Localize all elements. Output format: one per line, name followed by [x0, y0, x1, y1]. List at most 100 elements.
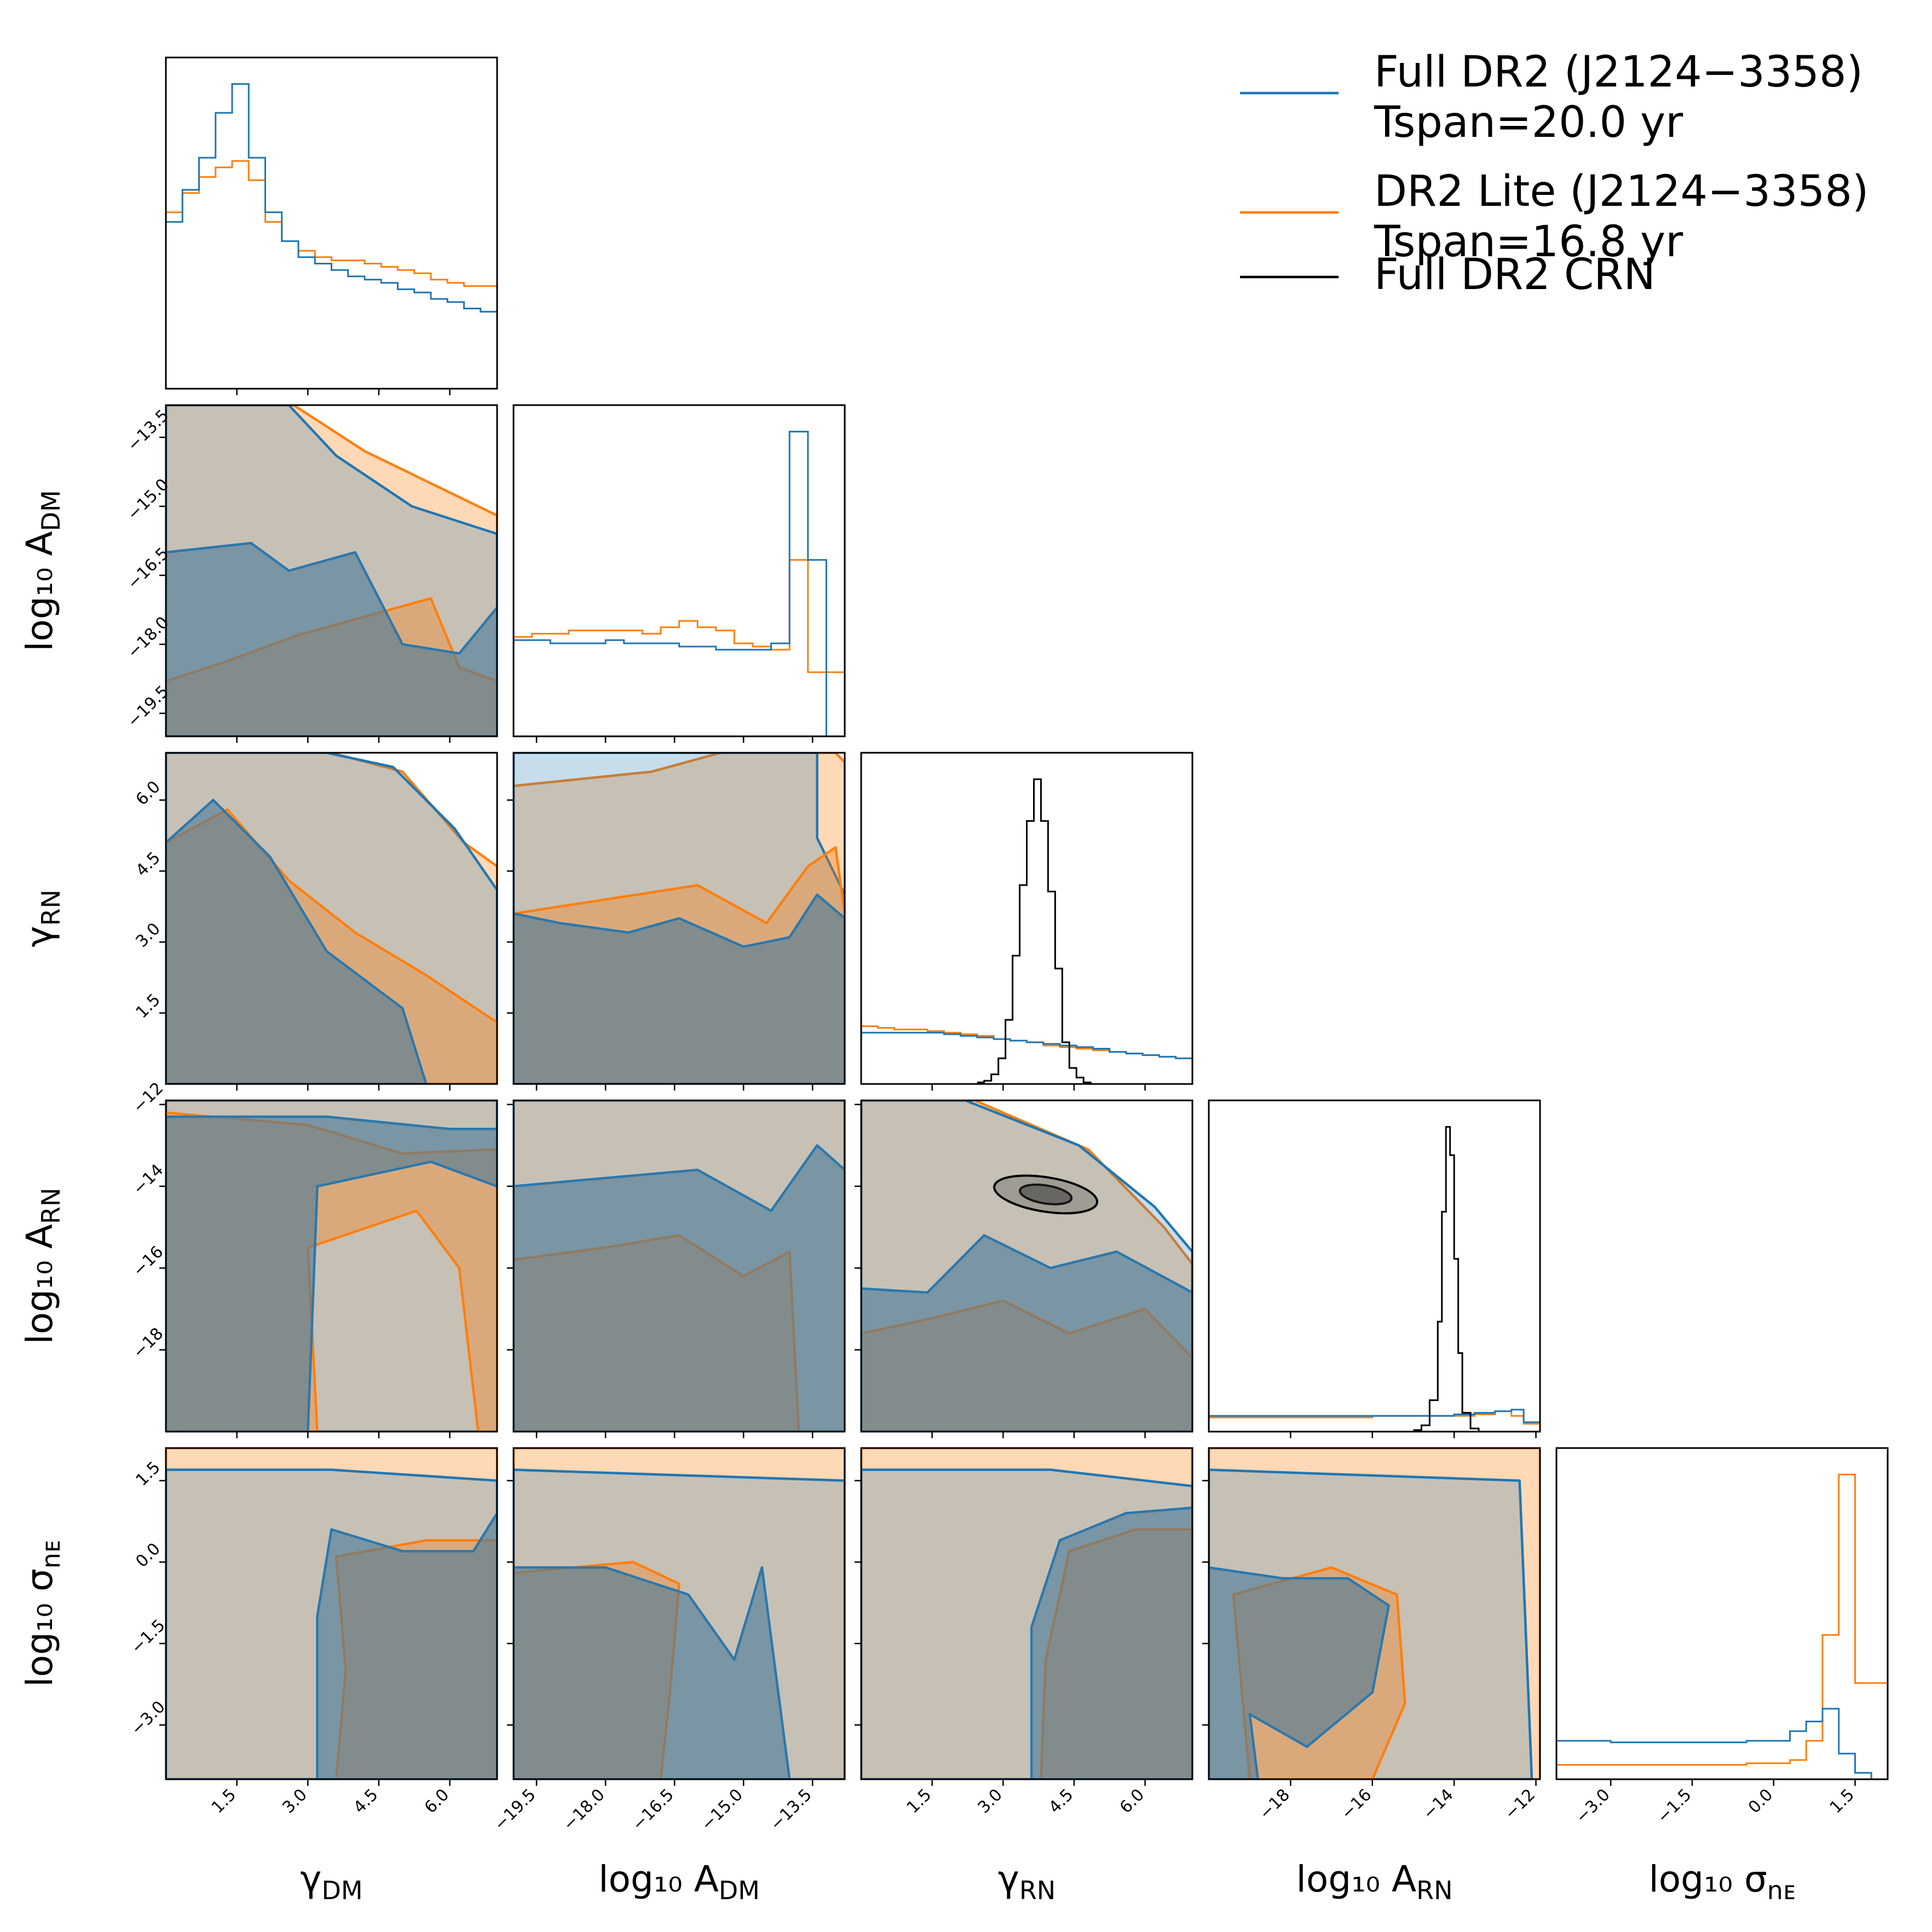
crn-contour [1019, 1183, 1073, 1206]
hist-lite-sig [1556, 1473, 1888, 1779]
pair-aDM-sig-xtick-label: −15.0 [697, 1785, 747, 1835]
pair-gDM-sig-ytick-label: 0.0 [132, 1539, 164, 1571]
contour-full-inner [166, 799, 428, 1084]
contour-full-outer [514, 1468, 845, 1779]
ylabel-gRN: γRN [19, 890, 66, 947]
contour-overlap [861, 1235, 1192, 1432]
contour-lite-inner [166, 1111, 497, 1432]
pair-gDM-sig-ytick-label: −3.0 [127, 1697, 169, 1739]
hist-sig-xtick-label: 0.0 [1745, 1785, 1777, 1817]
pair-gDM-sig-xtick-label: 1.5 [208, 1785, 240, 1817]
hist-full-aDM [514, 430, 845, 736]
hist-crn-aRN [1413, 1126, 1480, 1432]
contour-overlap [166, 543, 497, 736]
hist-full-aRN [1209, 1409, 1540, 1432]
pair-aDM-sig-xtick-label: −19.5 [491, 1785, 540, 1835]
hist-panel-gRN [860, 752, 1193, 1091]
pair-gDM-gRN-ytick-label: 3.0 [132, 919, 164, 951]
contour-full-outer [861, 1100, 1192, 1432]
xlabel-gRN: γRN [998, 1858, 1056, 1905]
pair-aRN-sig-xtick-label: −14 [1419, 1785, 1457, 1824]
legend-entry: Full DR2 CRN [1240, 250, 1656, 299]
crn-contour [993, 1174, 1099, 1215]
pair-gDM-sig-ytick-label: −1.5 [127, 1616, 169, 1658]
pair-gRN-sig: 1.5 3.0 4.5 6.0 [855, 1447, 1193, 1817]
contour-overlap [166, 1116, 497, 1432]
hist-sig-xtick-label: −3.0 [1572, 1785, 1614, 1827]
pair-aRN-sig-xtick-label: −12 [1501, 1785, 1539, 1824]
pair-gDM-aRN: −18 −16 −14 −12 [129, 1079, 498, 1438]
hist-full-gDM [166, 83, 497, 389]
pair-gRN-sig-xtick-label: 3.0 [974, 1785, 1006, 1817]
xlabel-aDM: log₁₀ ADM [598, 1858, 760, 1905]
contour-full-inner [1030, 1506, 1192, 1779]
pair-aDM-gRN-frame [512, 752, 846, 1085]
contour-lite-outer [166, 1448, 497, 1779]
legend-label-sub: Tspan=16.8 yr [1374, 217, 1683, 267]
pair-aDM-sig-frame [512, 1447, 846, 1780]
ylabel-sig: log₁₀ σnᴇ [19, 1540, 66, 1687]
legend-entry: Full DR2 (J2124−3358)Tspan=20.0 yr [1240, 48, 1863, 147]
contour-full-inner [1209, 1566, 1390, 1779]
hist-panel-aDM [512, 404, 846, 743]
pair-gDM-sig-frame [165, 1447, 498, 1780]
pair-gDM-sig-ytick-label: 1.5 [132, 1458, 164, 1490]
hist-lite-gDM [166, 160, 497, 389]
contour-full-inner [166, 541, 497, 736]
contour-lite-outer [166, 1100, 497, 1432]
pair-gRN-aRN-frame [860, 1099, 1193, 1433]
ylabel-aRN: log₁₀ ARN [19, 1187, 66, 1344]
pair-gDM-sig: 1.5 3.0 4.5 6.0 −3.0 −1.5 0.0 1.5 [127, 1447, 498, 1817]
pair-aDM-gRN [507, 752, 846, 1091]
contour-lite-outer [861, 1448, 1192, 1779]
contour-full-inner [514, 1566, 791, 1779]
hist-aRN-frame [1208, 1099, 1541, 1433]
contour-lite-inner [335, 1539, 497, 1779]
contour-overlap [166, 800, 426, 1084]
contour-lite-inner [166, 597, 497, 736]
contour-overlap [514, 895, 845, 1084]
pair-gDM-gRN-frame [165, 752, 498, 1085]
pair-gRN-sig-xtick-label: 4.5 [1045, 1785, 1077, 1817]
hist-lite-aRN [1209, 1410, 1540, 1432]
legend-label-sub: Tspan=20.0 yr [1374, 98, 1683, 147]
hist-gDM-frame [165, 56, 498, 390]
contour-full-inner [861, 1234, 1192, 1432]
contour-overlap [514, 1145, 845, 1432]
hist-full-gRN [861, 1031, 1192, 1084]
xlabel-aRN: log₁₀ ARN [1296, 1858, 1452, 1905]
hist-crn-gRN [977, 778, 1092, 1084]
contour-lite-outer [514, 1448, 845, 1779]
pair-aDM-sig-xtick-label: −13.5 [766, 1785, 816, 1835]
contour-lite-inner [514, 846, 845, 1084]
pair-gDM-gRN: 1.5 3.0 4.5 6.0 [132, 752, 498, 1091]
pair-gDM-aRN-frame [165, 1099, 498, 1433]
pair-aDM-aRN [507, 1099, 846, 1438]
legend-label: DR2 Lite (J2124−3358) [1374, 167, 1868, 216]
pair-gDM-aDM-frame [165, 404, 498, 737]
pair-gDM-aRN-ytick-label: −18 [129, 1324, 168, 1362]
contour-full-inner [514, 893, 845, 1084]
contour-full-outer [166, 1468, 497, 1779]
hist-sig-xtick-label: 1.5 [1826, 1785, 1858, 1817]
pair-gRN-aRN [855, 1099, 1193, 1438]
legend-entry: DR2 Lite (J2124−3358)Tspan=16.8 yr [1240, 167, 1868, 267]
pair-gDM-aDM: −19.5−18.0−16.5−15.0−13.5 [124, 404, 498, 743]
contour-full-inner [316, 1512, 497, 1779]
pair-aDM-sig-xtick-label: −16.5 [628, 1785, 678, 1835]
contour-lite-outer [861, 1100, 1192, 1432]
pair-aDM-sig-xtick-label: −18.0 [560, 1785, 609, 1835]
legend-label: Full DR2 (J2124−3358) [1374, 48, 1863, 97]
contour-lite-outer [1209, 1448, 1540, 1779]
hist-aDM-frame [512, 404, 846, 737]
contour-overlap [317, 1513, 497, 1779]
pair-aRN-sig: −18 −16 −14 −12 [1202, 1447, 1541, 1824]
pair-gDM-gRN-ytick-label: 6.0 [132, 777, 164, 809]
hist-sig-xtick-label: −1.5 [1653, 1785, 1695, 1827]
xlabel-gDM: γDM [300, 1858, 362, 1905]
contour-lite-inner [1040, 1528, 1192, 1779]
contour-overlap [514, 1567, 790, 1779]
pair-aRN-sig-xtick-label: −16 [1337, 1785, 1376, 1824]
contour-full-outer [514, 1100, 845, 1432]
pair-gDM-aRN-ytick-label: −14 [129, 1161, 168, 1199]
